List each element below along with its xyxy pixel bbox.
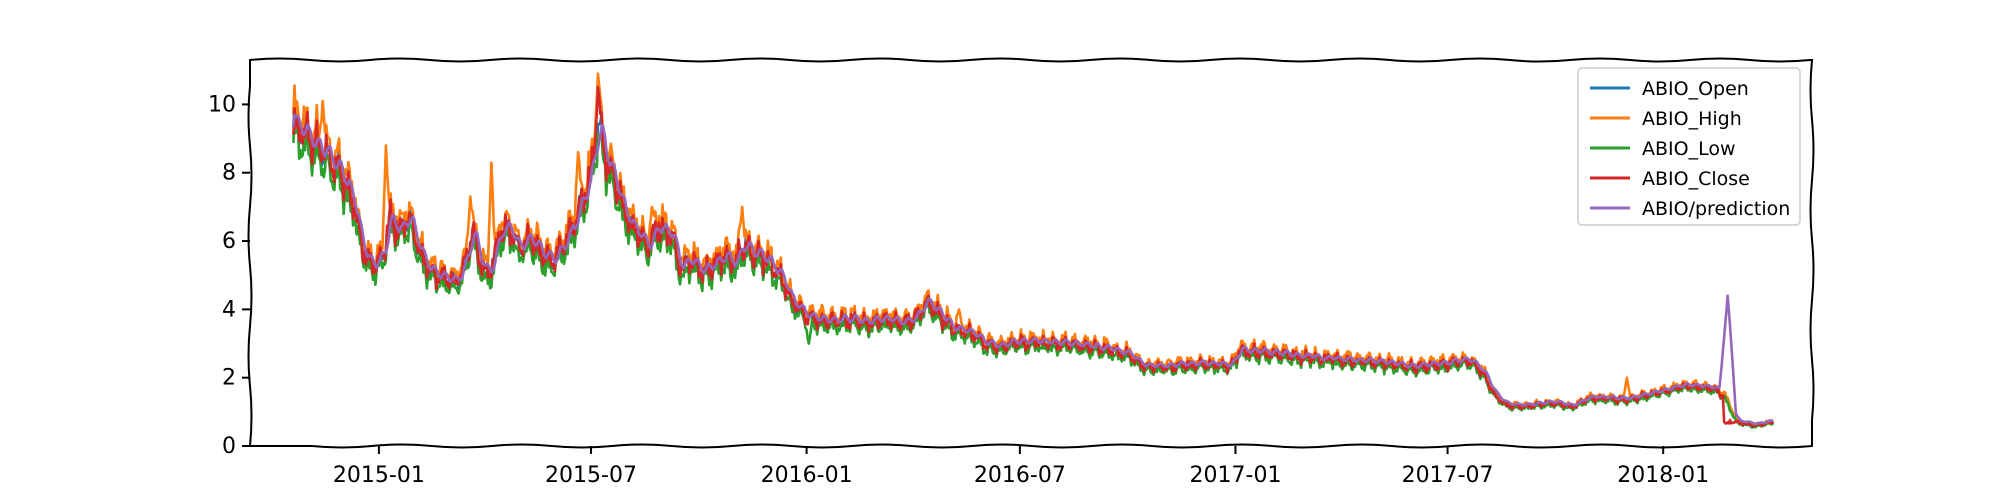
x-tick-label: 2017-07 (1402, 463, 1494, 488)
series-line-close (292, 86, 1775, 428)
series-line-prediction (292, 113, 1774, 426)
y-tick-label: 0 (222, 434, 236, 459)
legend: ABIO_Open ABIO_High ABIO_Low ABIO_Close ABIO… (1577, 67, 1801, 226)
legend-label-low: ABIO_Low (1642, 138, 1736, 160)
y-tick-label: 8 (222, 161, 236, 186)
legend-label-high: ABIO_High (1642, 108, 1742, 130)
y-axis: 0 2 4 6 8 10 (208, 92, 250, 459)
series-layer (292, 72, 1775, 429)
x-tick-label: 2018-01 (1617, 463, 1709, 488)
y-tick-label: 4 (222, 297, 236, 322)
legend-label-open: ABIO_Open (1642, 78, 1749, 100)
x-axis: 2015-01 2015-07 2016-01 2016-07 2017-01 2017-… (333, 446, 1709, 488)
x-tick-label: 2015-01 (333, 463, 425, 488)
y-tick-label: 6 (222, 229, 236, 254)
x-tick-label: 2015-07 (545, 463, 637, 488)
legend-label-close: ABIO_Close (1642, 168, 1750, 190)
x-tick-label: 2016-07 (974, 463, 1066, 488)
y-tick-label: 10 (208, 92, 236, 117)
series-line-low (292, 117, 1775, 429)
x-tick-label: 2017-01 (1190, 463, 1282, 488)
y-tick-label: 2 (222, 366, 236, 391)
series-line-open (292, 104, 1775, 428)
legend-label-prediction: ABIO/prediction (1642, 198, 1790, 220)
x-tick-label: 2016-01 (761, 463, 853, 488)
legend-box (1577, 67, 1801, 226)
plot-area: 0 2 4 6 8 10 2015-01 2015-07 2016-01 2016-07 2017… (208, 57, 1815, 488)
plot-frame (247, 57, 1815, 449)
